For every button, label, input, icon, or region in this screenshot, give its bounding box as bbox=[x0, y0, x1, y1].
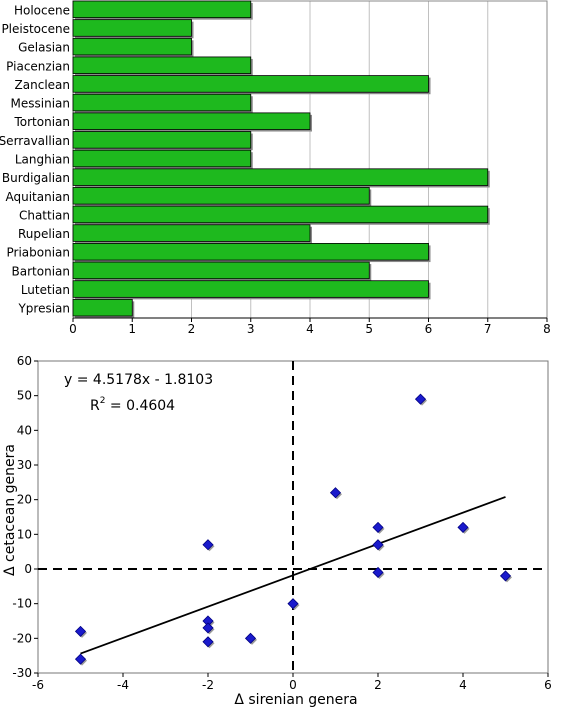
category-label: Rupelian bbox=[18, 227, 70, 241]
data-point bbox=[287, 598, 299, 610]
scatter-x-tick-label: -4 bbox=[117, 678, 129, 692]
category-label: Serravallian bbox=[0, 134, 70, 148]
data-point bbox=[329, 487, 342, 499]
data-point bbox=[202, 539, 214, 551]
bar bbox=[72, 93, 252, 112]
bar bbox=[72, 261, 370, 280]
scatter-y-tick-label: 0 bbox=[24, 562, 32, 576]
trendline bbox=[80, 496, 506, 655]
bar bbox=[72, 37, 192, 56]
data-point bbox=[499, 570, 512, 582]
category-label: Holocene bbox=[14, 3, 70, 17]
bar-x-tick-label: 7 bbox=[484, 322, 492, 336]
category-label: Pleistocene bbox=[1, 22, 70, 36]
bar bbox=[72, 298, 133, 317]
category-label: Priabonian bbox=[6, 246, 70, 260]
bar-x-tick-label: 4 bbox=[306, 322, 314, 336]
bar bbox=[72, 224, 311, 242]
bar bbox=[72, 75, 429, 93]
scatter-y-tick-label: 30 bbox=[17, 458, 32, 472]
category-label: Burdigalian bbox=[2, 171, 70, 185]
scatter-x-tick-label: 6 bbox=[544, 678, 552, 692]
category-label: Tortonian bbox=[13, 115, 70, 129]
bar-x-tick-label: 3 bbox=[247, 322, 255, 336]
category-label: Aquitanian bbox=[5, 190, 70, 204]
x-axis-title: Δ sirenian genera bbox=[234, 692, 357, 708]
scatter-y-tick-label: 50 bbox=[17, 389, 32, 403]
category-label: Ypresian bbox=[17, 302, 70, 316]
data-point bbox=[74, 653, 87, 665]
data-point bbox=[202, 622, 214, 634]
scatter-y-tick-label: 20 bbox=[17, 493, 32, 507]
scatter-y-tick-label: -20 bbox=[12, 631, 32, 645]
category-label: Gelasian bbox=[18, 41, 70, 55]
bar bbox=[72, 205, 489, 224]
scatter-x-tick-label: 2 bbox=[374, 678, 382, 692]
bar bbox=[72, 19, 192, 37]
scatter-x-tick-label: -2 bbox=[202, 678, 214, 692]
data-point bbox=[202, 636, 214, 648]
bar-x-tick-label: 5 bbox=[365, 322, 373, 336]
trendline-equation: y = 4.5178x - 1.8103 bbox=[64, 372, 213, 388]
data-point bbox=[457, 521, 469, 533]
bar-x-tick-label: 1 bbox=[128, 322, 136, 336]
bar bbox=[72, 280, 429, 298]
r-squared-label: R2 = 0.4604 bbox=[90, 396, 175, 414]
data-point bbox=[414, 393, 427, 405]
category-label: Chattian bbox=[19, 208, 70, 222]
category-label: Lutetian bbox=[21, 283, 70, 297]
data-point bbox=[74, 625, 87, 637]
bar bbox=[72, 243, 429, 261]
bar-x-tick-label: 8 bbox=[543, 322, 551, 336]
scatter-y-tick-label: -30 bbox=[12, 666, 32, 680]
scatter-y-tick-label: -10 bbox=[12, 597, 32, 611]
category-label: Langhian bbox=[15, 153, 70, 167]
scatter-y-tick-label: 10 bbox=[17, 527, 32, 541]
bar-chart: Holocene Pleistocene Gelasian Piacenzian Zan… bbox=[0, 0, 551, 336]
bar bbox=[72, 149, 252, 168]
bar bbox=[72, 0, 252, 19]
scatter-y-tick-label: 40 bbox=[17, 423, 32, 437]
category-label: Bartonian bbox=[12, 264, 70, 278]
bar bbox=[72, 112, 311, 130]
bar-x-tick-label: 0 bbox=[69, 322, 77, 336]
bar-x-tick-label: 6 bbox=[425, 322, 433, 336]
scatter-x-tick-label: 4 bbox=[459, 678, 467, 692]
category-label: Zanclean bbox=[15, 78, 70, 92]
data-point bbox=[372, 539, 384, 551]
data-point bbox=[244, 632, 257, 644]
scatter-x-tick-label: 0 bbox=[289, 678, 297, 692]
scatter-y-tick-label: 60 bbox=[17, 354, 32, 368]
scatter-x-tick-label: -6 bbox=[32, 678, 44, 692]
y-axis-title: Δ cetacean genera bbox=[2, 444, 18, 576]
bar bbox=[72, 56, 252, 74]
bar bbox=[72, 168, 489, 186]
data-point bbox=[372, 566, 384, 579]
bar-x-tick-label: 2 bbox=[188, 322, 196, 336]
category-label: Messinian bbox=[11, 97, 70, 111]
category-label: Piacenzian bbox=[6, 59, 70, 73]
bar bbox=[72, 187, 370, 205]
data-point bbox=[372, 521, 384, 533]
bar bbox=[72, 131, 252, 149]
